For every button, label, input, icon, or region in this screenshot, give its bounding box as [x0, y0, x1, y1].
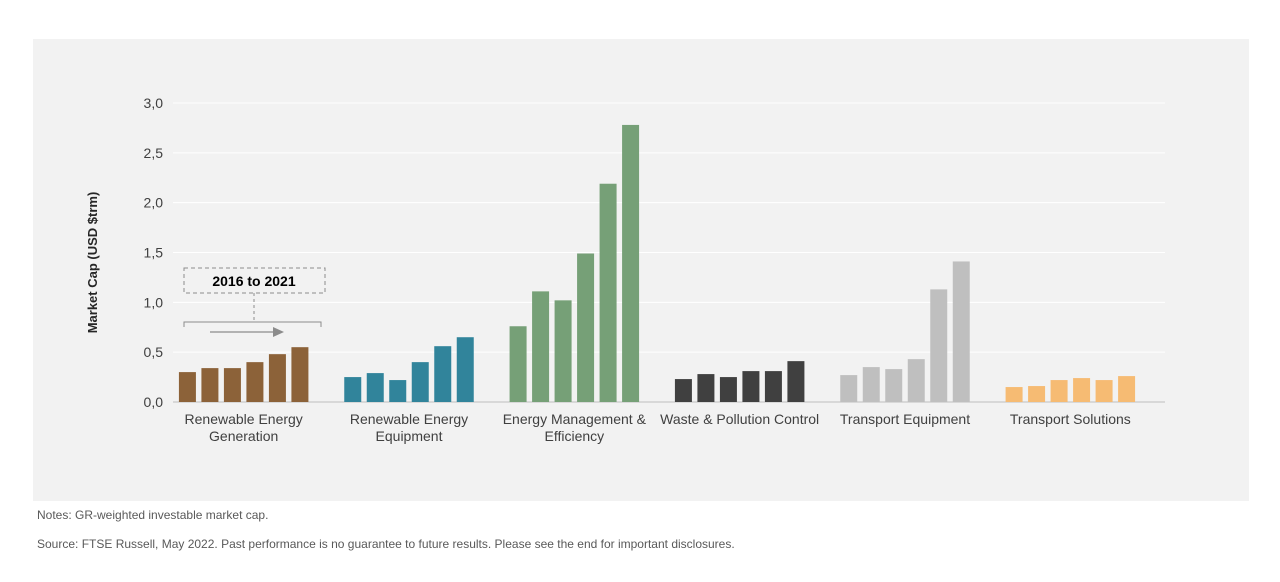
bar	[885, 369, 903, 402]
y-axis-label: Market Cap (USD $trm)	[85, 192, 100, 334]
bar	[246, 362, 264, 402]
x-category-label: Efficiency	[544, 428, 604, 444]
bar	[268, 354, 286, 402]
x-category-label: Equipment	[376, 428, 443, 444]
bar	[532, 291, 550, 402]
bar	[907, 359, 925, 402]
bar	[1118, 376, 1136, 402]
bar	[509, 326, 527, 402]
bar	[178, 372, 196, 402]
bar	[554, 300, 572, 402]
bar	[1073, 378, 1091, 402]
bar	[411, 362, 429, 402]
x-category-label: Renewable Energy	[350, 411, 468, 427]
annotation-arrow-head	[273, 327, 284, 337]
x-category-label: Transport Equipment	[840, 411, 970, 427]
bar	[1050, 380, 1068, 402]
bar	[930, 289, 948, 402]
bar	[787, 361, 805, 402]
bar	[719, 377, 737, 402]
x-category-label: Transport Solutions	[1010, 411, 1131, 427]
bar	[366, 373, 384, 402]
bar	[862, 367, 880, 402]
bars	[178, 124, 1136, 402]
x-category-label: Waste & Pollution Control	[660, 411, 819, 427]
annotation-box	[183, 267, 326, 294]
bar	[1005, 387, 1023, 402]
y-tick-label: 1,5	[144, 245, 164, 261]
annotation-text: 2016 to 2021	[212, 273, 295, 289]
bar	[456, 337, 474, 402]
x-category-label: Energy Management &	[503, 411, 647, 427]
y-tick-label: 2,0	[144, 195, 164, 211]
y-tick-label: 3,0	[144, 95, 164, 111]
gridlines	[173, 102, 1165, 403]
y-tick-label: 0,5	[144, 344, 164, 360]
bar	[389, 380, 407, 402]
bar-chart: 0,0 0,5 1,0 1,5 2,0 2,5 3,0 Market Cap (USD $t…	[85, 95, 1165, 444]
bar	[291, 347, 309, 402]
bar	[622, 124, 640, 402]
period-annotation: 2016 to 2021	[183, 267, 326, 337]
bar	[344, 377, 362, 402]
bar	[952, 261, 970, 402]
bar	[577, 253, 595, 402]
bar	[223, 368, 241, 402]
y-tick-label: 1,0	[144, 294, 164, 310]
bar	[764, 371, 782, 402]
annotation-bracket	[183, 321, 322, 327]
bar	[674, 379, 692, 402]
y-tick-label: 0,0	[144, 394, 164, 410]
chart-notes: Notes: GR-weighted investable market cap…	[37, 508, 269, 522]
bar	[434, 346, 452, 402]
y-tick-label: 2,5	[144, 145, 164, 161]
x-category-label: Generation	[209, 428, 278, 444]
y-axis-ticks: 0,0 0,5 1,0 1,5 2,0 2,5 3,0	[144, 95, 164, 410]
bar	[599, 183, 617, 402]
bar	[1028, 386, 1046, 402]
x-category-label: Renewable Energy	[185, 411, 303, 427]
bar	[742, 371, 760, 402]
bar	[1095, 380, 1113, 402]
chart-source: Source: FTSE Russell, May 2022. Past per…	[37, 537, 735, 551]
bar	[201, 368, 219, 402]
bar	[697, 374, 715, 402]
chart-panel: 0,0 0,5 1,0 1,5 2,0 2,5 3,0 Market Cap (USD $t…	[33, 39, 1249, 501]
bar	[840, 375, 858, 402]
